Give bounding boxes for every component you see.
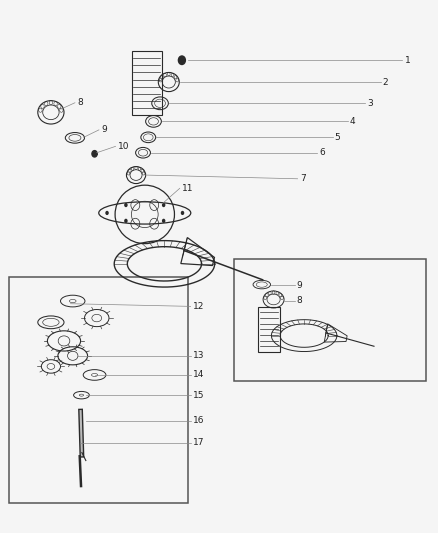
Text: 10: 10	[118, 142, 129, 151]
Circle shape	[92, 151, 97, 157]
Circle shape	[124, 219, 127, 223]
Text: 6: 6	[319, 148, 325, 157]
Text: 7: 7	[300, 174, 306, 183]
Circle shape	[105, 211, 109, 215]
Text: 9: 9	[297, 280, 303, 289]
Circle shape	[162, 203, 166, 207]
Text: 15: 15	[193, 391, 204, 400]
Text: 4: 4	[350, 117, 356, 126]
Text: 13: 13	[193, 351, 204, 360]
Text: 16: 16	[193, 416, 204, 425]
Text: 1: 1	[405, 56, 410, 64]
Text: 3: 3	[367, 99, 373, 108]
Circle shape	[181, 211, 184, 215]
Text: 8: 8	[77, 98, 83, 107]
Bar	[132, 51, 162, 115]
Text: 8: 8	[297, 296, 303, 305]
Text: 12: 12	[193, 302, 204, 311]
Text: 2: 2	[383, 77, 389, 86]
Bar	[10, 277, 188, 503]
Text: 9: 9	[101, 125, 107, 134]
Text: 14: 14	[193, 370, 204, 379]
Bar	[258, 306, 280, 352]
Circle shape	[178, 56, 185, 64]
Circle shape	[124, 203, 127, 207]
Text: 5: 5	[335, 133, 340, 142]
Bar	[234, 259, 426, 381]
Circle shape	[162, 219, 166, 223]
Text: 11: 11	[182, 184, 194, 193]
Text: 17: 17	[193, 439, 204, 448]
